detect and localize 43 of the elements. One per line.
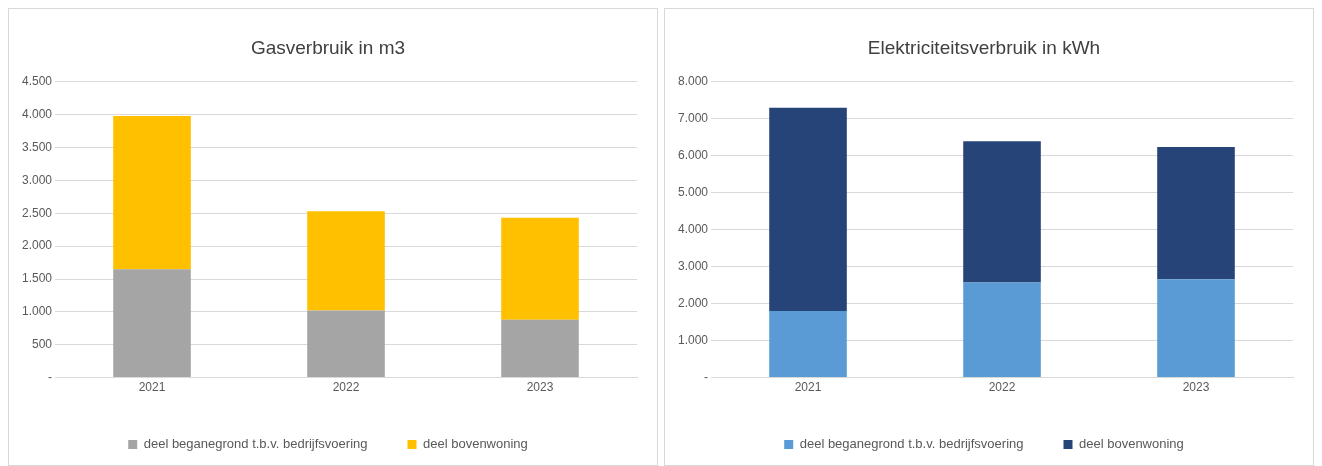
bar [769,107,847,312]
y-tick-label: 7.000 [678,111,709,126]
y-tick-label: 4.500 [22,74,53,89]
x-tick-label: 2023 [526,380,554,395]
bar [963,141,1041,283]
y-tick-label: 4.000 [22,106,53,121]
legend-label: deel bovenwoning [423,436,528,452]
bar [307,310,385,378]
y-tick-label: 2.500 [22,205,53,220]
x-tick-label: 2023 [1182,380,1210,395]
x-tick-label: 2022 [332,380,360,395]
legend-label: deel bovenwoning [1079,436,1184,452]
y-tick-label: 8.000 [678,74,709,89]
bar [1157,279,1235,378]
y-tick-label: 5.000 [678,185,709,200]
y-tick-label: - [48,369,53,384]
y-tick-label: 4.000 [678,222,709,237]
y-tick-label: 2.000 [678,295,709,310]
y-tick-label: 6.000 [678,148,709,163]
bar [307,211,385,311]
y-tick-label: 1.000 [678,332,709,347]
y-tick-label: - [704,369,709,384]
bar [501,217,579,320]
bar [1157,146,1235,280]
bar [963,282,1041,378]
y-tick-label: 3.000 [22,172,53,187]
y-tick-label: 3.000 [678,258,709,273]
legend-label: deel beganegrond t.b.v. bedrijfsvoering [143,436,368,452]
y-tick-label: 2.000 [22,238,53,253]
legend-label: deel beganegrond t.b.v. bedrijfsvoering [799,436,1024,452]
x-tick-label: 2021 [138,380,166,395]
x-tick-label: 2022 [988,380,1016,395]
y-tick-label: 1.500 [22,271,53,286]
y-tick-label: 1.000 [22,304,53,319]
bar [769,311,847,378]
bar [113,115,191,270]
y-tick-label: 3.500 [22,139,53,154]
bar [501,319,579,378]
bar [113,269,191,378]
y-tick-label: 500 [32,337,53,352]
chart-title: Gasverbruik in m3 [250,36,406,58]
chart-title: Elektriciteitsverbruik in kWh [867,36,1101,58]
x-tick-label: 2021 [794,380,822,395]
